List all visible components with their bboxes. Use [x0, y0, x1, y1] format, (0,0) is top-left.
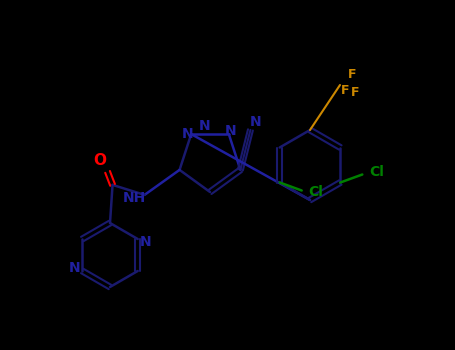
Text: NH: NH — [123, 191, 146, 205]
Text: N: N — [68, 261, 80, 275]
Text: O: O — [93, 153, 106, 168]
Text: Cl: Cl — [369, 166, 384, 180]
Text: N: N — [140, 235, 152, 249]
Text: Cl: Cl — [308, 186, 323, 199]
Text: N: N — [250, 115, 261, 129]
Text: N: N — [199, 119, 211, 133]
Text: N: N — [225, 124, 237, 138]
Text: F: F — [351, 86, 359, 99]
Text: N: N — [182, 127, 193, 141]
Text: F: F — [341, 84, 349, 97]
Text: F: F — [348, 69, 356, 82]
